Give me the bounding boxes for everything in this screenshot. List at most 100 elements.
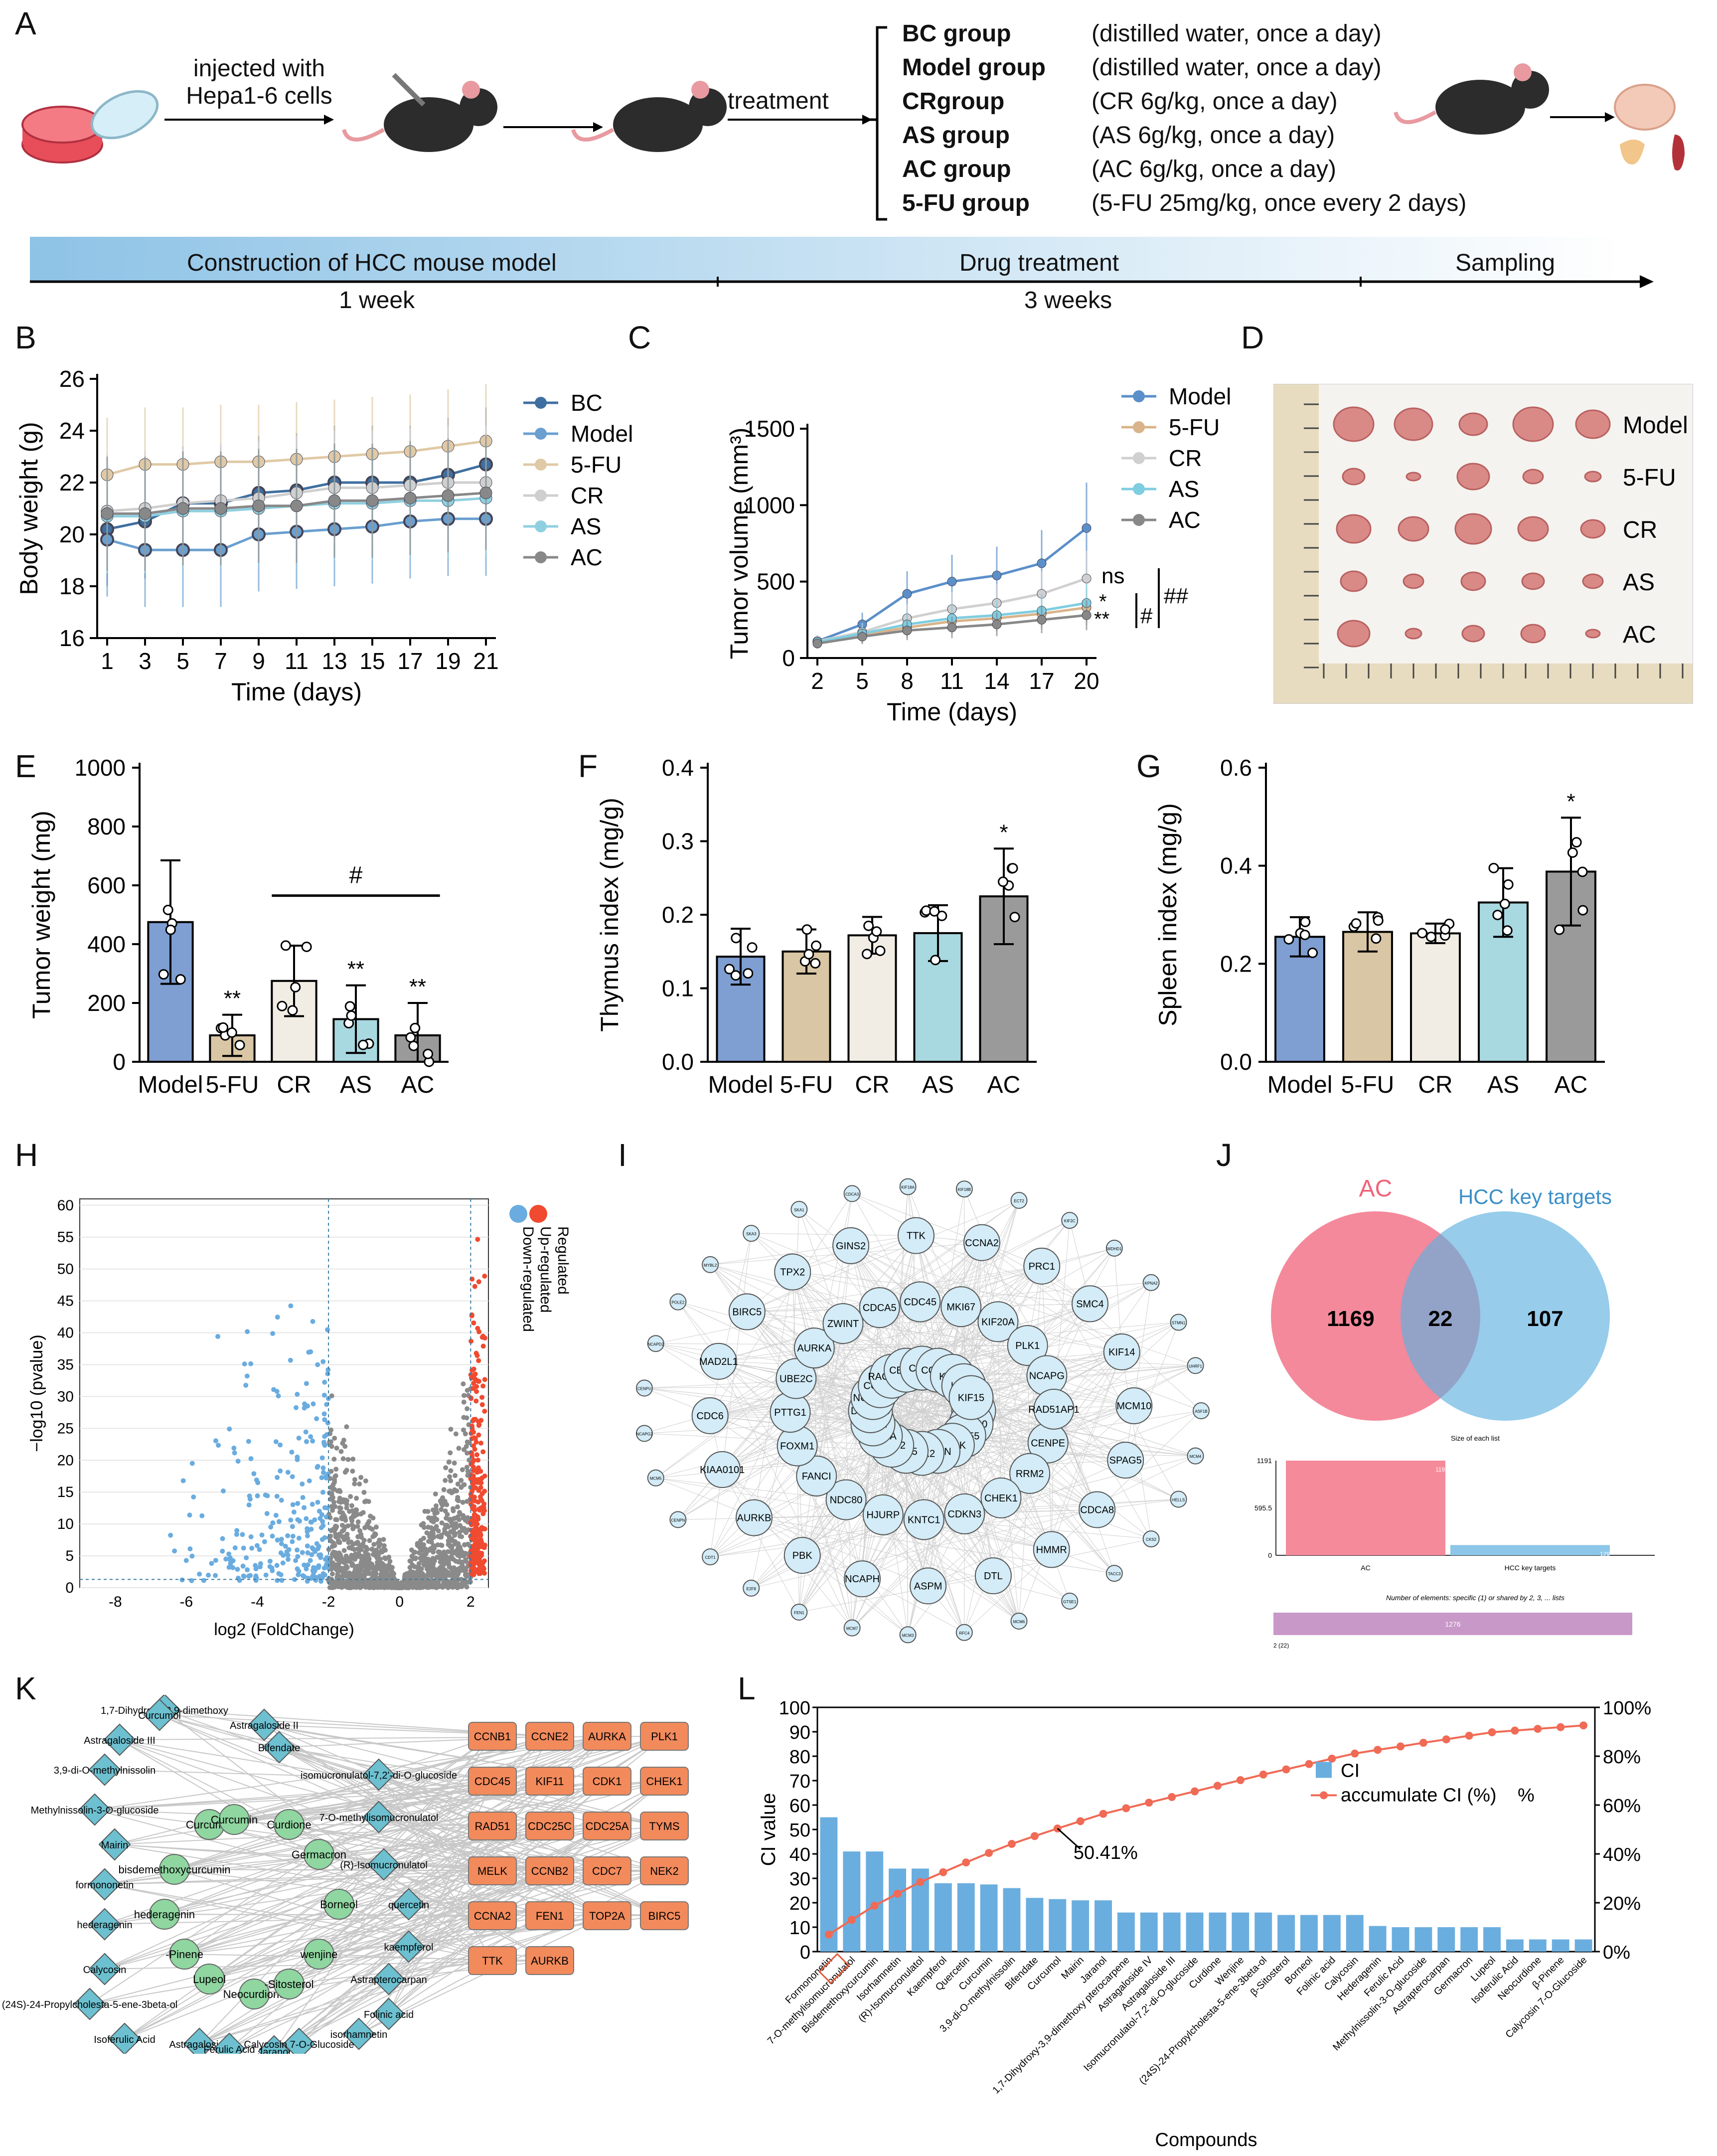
point-ns: [387, 1559, 393, 1564]
point-ns: [456, 1545, 461, 1550]
network-edge: [981, 1242, 1152, 1539]
chart-ci-value: 0 10 20 30 40 50 60 70 80 90 100 0% 20% 40% 60% 80% 100%…: [758, 1698, 1651, 2151]
point-ns: [453, 1473, 458, 1479]
compound-diamond: [342, 2017, 375, 2050]
target-label: AURKB: [531, 1955, 569, 1967]
sample-point: [301, 941, 312, 952]
y-tick-label: 0: [113, 1049, 126, 1075]
network-edge: [754, 1517, 908, 1635]
point-ns: [351, 1513, 356, 1518]
node-label: CDCA5: [863, 1303, 897, 1314]
point-down: [275, 1475, 280, 1480]
point-down: [318, 1525, 324, 1530]
point-ns: [444, 1502, 450, 1507]
target-box: [583, 1767, 631, 1796]
point-down: [220, 1536, 225, 1541]
point-up: [481, 1525, 486, 1531]
compound-circle: [159, 1854, 190, 1885]
node-CDCA8: [1079, 1491, 1116, 1528]
edge: [378, 1774, 665, 1916]
point-ns: [438, 1567, 443, 1573]
target-label: CDC7: [592, 1865, 622, 1877]
group-row: BC group (distilled water, once a day): [902, 20, 1382, 47]
x-tick-label: -4: [251, 1594, 264, 1610]
point-ns: [361, 1490, 367, 1495]
tumor: [1580, 519, 1606, 539]
network-edge: [981, 1242, 1030, 1474]
node-label: CCNA2: [965, 1238, 999, 1249]
legend-marker: [1133, 514, 1145, 526]
point-ns: [335, 1538, 341, 1543]
point-up: [481, 1501, 487, 1506]
network-edge: [981, 1242, 1122, 1352]
compound-diamond-label: Astragaloside III: [84, 1735, 155, 1746]
node-label: PLK1: [1015, 1340, 1040, 1351]
point-ns: [463, 1431, 468, 1437]
sample-point: [290, 982, 301, 993]
point-ns: [346, 1540, 351, 1545]
point-ns: [454, 1567, 460, 1572]
sample-point: [1425, 931, 1436, 942]
edge: [209, 1736, 608, 1825]
y2-tick-label: 40%: [1603, 1844, 1641, 1865]
sample-point: [1503, 879, 1514, 890]
point-down: [267, 1558, 273, 1564]
point-ns: [350, 1456, 356, 1462]
point-ns: [368, 1579, 374, 1585]
network-edge: [1051, 1351, 1122, 1550]
point-ns: [428, 1584, 434, 1589]
point-down: [189, 1461, 195, 1466]
x-tick-label: 17: [397, 648, 423, 674]
annotation-line: [1057, 1827, 1081, 1850]
network-edge: [644, 1433, 892, 1446]
node-label: TTK: [907, 1231, 926, 1242]
data-point: [139, 507, 152, 520]
node-KIF14: [1103, 1333, 1140, 1370]
point-ns: [461, 1381, 466, 1387]
node-label: DTL: [984, 1571, 1003, 1582]
data-point: [1037, 615, 1047, 625]
node-ECT2: [1010, 1192, 1028, 1209]
point-ns: [416, 1550, 422, 1555]
point-ns: [421, 1557, 426, 1562]
point-ns: [431, 1558, 436, 1563]
node-STMN1: [1170, 1314, 1187, 1331]
network-edge: [747, 1266, 1042, 1313]
sig-ns: ns: [1101, 564, 1124, 588]
bar-tick: 595.5: [1254, 1504, 1272, 1512]
node-label: FOXM1: [780, 1441, 814, 1452]
node-SMC4: [1072, 1285, 1109, 1323]
point-ns: [445, 1512, 450, 1517]
y-tick-label: 50: [57, 1261, 74, 1278]
node-label: ZWINT: [827, 1319, 859, 1329]
bar-Wenjine: [1232, 1912, 1249, 1952]
sample-point: [937, 910, 947, 921]
bar-(24S)-24-Propylcholesta-5-ene-3beta-ol: [1254, 1912, 1272, 1952]
y-tick-label: 100: [779, 1698, 810, 1719]
point-ns: [330, 1482, 336, 1488]
point-down: [319, 1455, 325, 1461]
compound-circle: [304, 1839, 334, 1870]
y-tick-label: 15: [57, 1484, 74, 1500]
sig-mark: **: [409, 975, 426, 999]
point-ns: [369, 1546, 375, 1552]
x-axis-title: Compounds: [1155, 2130, 1257, 2151]
point-ns: [382, 1563, 387, 1568]
tumor: [1512, 406, 1554, 442]
target-label: MELK: [477, 1865, 507, 1877]
point-up: [478, 1485, 483, 1490]
legend-acc: accumulate CI (%): [1341, 1785, 1497, 1806]
node-CDCA3: [843, 1185, 861, 1202]
target-label: CDC45: [474, 1775, 510, 1788]
point-ns: [349, 1563, 355, 1568]
x-tick-label: 11: [940, 668, 964, 694]
tumor-photo: Model 5-FU CR AS AC: [1273, 384, 1693, 704]
point-ns: [333, 1517, 338, 1522]
y-axis-title: Body weight (g): [15, 422, 43, 595]
point-ns: [465, 1498, 470, 1504]
point-ns: [371, 1541, 377, 1547]
point-ns: [429, 1518, 434, 1523]
point-ns: [415, 1541, 420, 1546]
point-down: [285, 1533, 291, 1538]
edge: [388, 1915, 493, 2014]
